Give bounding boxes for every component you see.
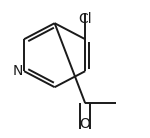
- Text: Cl: Cl: [78, 12, 92, 26]
- Text: N: N: [12, 64, 23, 78]
- Text: O: O: [80, 117, 91, 131]
